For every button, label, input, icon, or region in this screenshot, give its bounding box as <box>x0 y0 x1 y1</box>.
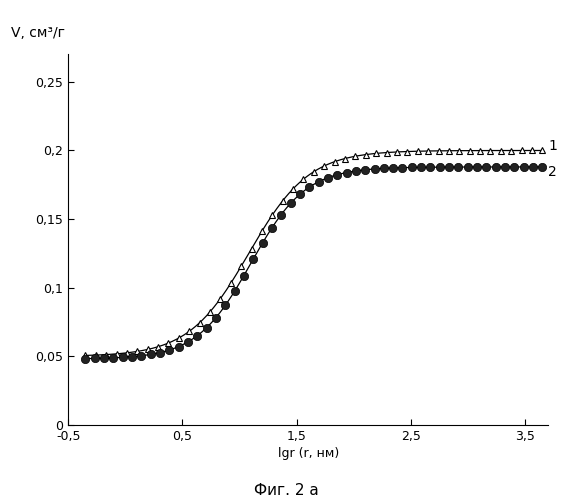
Text: Фиг. 2 а: Фиг. 2 а <box>253 483 319 498</box>
Text: V, см³/г: V, см³/г <box>11 26 65 40</box>
Text: 2: 2 <box>548 166 557 179</box>
X-axis label: lgr (r, нм): lgr (r, нм) <box>277 447 339 460</box>
Text: 1: 1 <box>548 140 557 153</box>
